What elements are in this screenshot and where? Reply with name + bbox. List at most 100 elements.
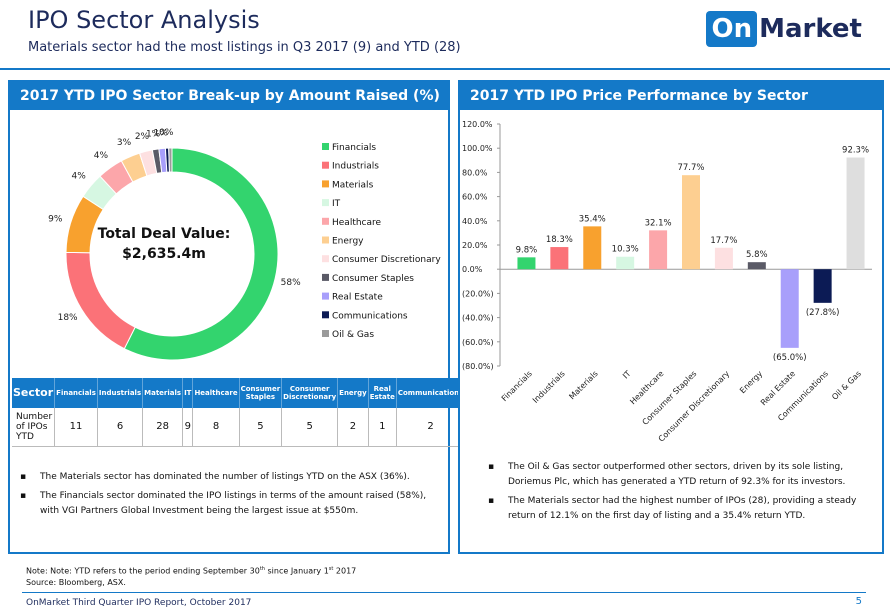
ipo-count-table: Sector Financials Industrials Materials IT He… bbox=[12, 378, 483, 447]
table-header-cell: Consumer Staples bbox=[239, 378, 283, 408]
donut-slice-label: 1% bbox=[146, 129, 161, 139]
table-header-sector: Sector bbox=[12, 378, 56, 408]
bar-value-label: 92.3% bbox=[842, 146, 869, 156]
right-bullet: The Materials sector had the highest num… bbox=[480, 494, 880, 524]
page-number: 5 bbox=[855, 596, 862, 607]
table-header-cell: IT bbox=[182, 378, 194, 408]
bar-value-label: 9.8% bbox=[516, 245, 538, 255]
bar-value-label: 35.4% bbox=[579, 214, 606, 224]
performance-bar bbox=[616, 256, 635, 270]
bar-value-label: 18.3% bbox=[546, 235, 573, 245]
bar-value-label: (27.8%) bbox=[806, 308, 840, 318]
legend-swatch bbox=[322, 236, 329, 244]
right-bullet: The Oil & Gas sector outperformed other … bbox=[480, 460, 880, 490]
donut-center-label-line2: $2,635.4m bbox=[122, 246, 206, 262]
table-cell: 8 bbox=[192, 408, 240, 447]
legend-swatch bbox=[322, 143, 329, 150]
footnote: Note: Note: YTD refers to the period end… bbox=[26, 564, 356, 588]
legend-swatch bbox=[322, 199, 329, 207]
legend-label: Industrials bbox=[332, 162, 379, 172]
y-tick-label: (20.0%) bbox=[462, 289, 494, 298]
bar-value-label: 5.8% bbox=[746, 250, 768, 260]
performance-bar bbox=[550, 247, 569, 270]
legend-label: Consumer Discretionary bbox=[332, 255, 441, 265]
x-category-label: Consumer Discretionary bbox=[657, 369, 732, 444]
footer-text: OnMarket Third Quarter IPO Report, Octob… bbox=[26, 598, 252, 608]
y-tick-label: 20.0% bbox=[462, 241, 488, 250]
x-category-label: Energy bbox=[738, 369, 764, 395]
table-cell: 5 bbox=[239, 408, 283, 447]
legend-swatch bbox=[322, 311, 329, 319]
bar-value-label: (65.0%) bbox=[773, 353, 807, 363]
donut-center-label-line1: Total Deal Value: bbox=[98, 226, 231, 242]
y-tick-label: 60.0% bbox=[462, 193, 488, 202]
legend-label: Real Estate bbox=[332, 293, 383, 303]
performance-bar bbox=[747, 262, 766, 270]
performance-bar bbox=[682, 175, 700, 270]
performance-bar bbox=[583, 226, 602, 270]
donut-slice-label: 4% bbox=[72, 171, 87, 181]
donut-slice-label: 1% bbox=[153, 129, 168, 139]
page-subtitle: Materials sector had the most listings i… bbox=[28, 40, 461, 55]
table-header-cell: Financials bbox=[54, 378, 98, 408]
y-tick-label: 100.0% bbox=[462, 144, 493, 153]
donut-slice-label: 3% bbox=[117, 138, 132, 148]
table-header-cell: Healthcare bbox=[192, 378, 240, 408]
x-category-label: Oil & Gas bbox=[830, 369, 863, 402]
price-performance-panel: 2017 YTD IPO Price Performance by Sector… bbox=[458, 80, 884, 554]
footnote-source: Source: Bloomberg, ASX. bbox=[26, 577, 126, 587]
table-cell: 6 bbox=[97, 408, 144, 447]
page-title: IPO Sector Analysis bbox=[28, 6, 260, 34]
donut-slice bbox=[168, 147, 173, 173]
table-cell: 2 bbox=[337, 408, 369, 447]
table-header-cell: Energy bbox=[337, 378, 369, 408]
legend-swatch bbox=[322, 217, 329, 225]
price-performance-heading: 2017 YTD IPO Price Performance by Sector bbox=[460, 82, 882, 110]
y-tick-label: 120.0% bbox=[462, 120, 493, 129]
legend-label: Financials bbox=[332, 143, 376, 153]
legend-label: IT bbox=[332, 199, 341, 209]
legend-label: Healthcare bbox=[332, 218, 382, 228]
logo-on: On bbox=[706, 11, 758, 47]
table-cell: 9 bbox=[182, 408, 194, 447]
left-bullet: The Materials sector has dominated the n… bbox=[12, 470, 442, 485]
performance-bar bbox=[780, 269, 799, 348]
legend-swatch bbox=[322, 161, 329, 169]
footer-divider bbox=[22, 592, 866, 593]
table-cell: 28 bbox=[142, 408, 184, 447]
performance-bar-chart: 120.0% 100.0% 80.0% 60.0% 40.0% 20.0% 0.0% (20.… bbox=[462, 120, 872, 444]
donut-slice-label: 2% bbox=[135, 132, 150, 142]
legend-swatch bbox=[322, 255, 329, 263]
sector-breakup-panel: 2017 YTD IPO Sector Break-up by Amount R… bbox=[8, 80, 483, 554]
y-tick-label: (80.0%) bbox=[462, 362, 494, 371]
header-divider bbox=[0, 68, 890, 70]
table-header-cell: Materials bbox=[142, 378, 184, 408]
donut-slice-label: 9% bbox=[48, 214, 63, 224]
onmarket-logo: On Market bbox=[706, 10, 862, 48]
legend-label: Communications bbox=[332, 311, 408, 321]
performance-bar bbox=[714, 247, 733, 270]
table-header-cell: Industrials bbox=[97, 378, 144, 408]
table-cell: 11 bbox=[54, 408, 98, 447]
y-tick-label: 40.0% bbox=[462, 217, 488, 226]
donut-slice-label: 4% bbox=[94, 151, 109, 161]
table-header-cell: Real Estate bbox=[368, 378, 397, 408]
left-bullet: The Financials sector dominated the IPO … bbox=[12, 489, 442, 519]
bar-value-label: 10.3% bbox=[612, 245, 639, 255]
legend-swatch bbox=[322, 292, 329, 300]
right-bullet-list: The Oil & Gas sector outperformed other … bbox=[480, 460, 880, 528]
y-tick-label: (40.0%) bbox=[462, 314, 494, 323]
y-tick-label: 80.0% bbox=[462, 168, 488, 177]
y-tick-label: 0.0% bbox=[462, 265, 483, 274]
performance-bar bbox=[649, 230, 668, 270]
performance-bar bbox=[813, 269, 832, 303]
x-category-label: IT bbox=[621, 369, 633, 381]
left-bullet-list: The Materials sector has dominated the n… bbox=[12, 470, 442, 523]
donut-chart: 58% 18% 9% 4% 4% 3%2%1%1%0% Total Deal Value:… bbox=[48, 128, 441, 361]
footnote-line1: Note: Note: YTD refers to the period end… bbox=[26, 566, 357, 576]
donut-slice bbox=[123, 147, 279, 361]
table-header-cell: Consumer Discretionary bbox=[281, 378, 339, 408]
legend-label: Materials bbox=[332, 180, 374, 190]
legend-label: Energy bbox=[332, 237, 364, 247]
performance-bar bbox=[517, 257, 536, 270]
